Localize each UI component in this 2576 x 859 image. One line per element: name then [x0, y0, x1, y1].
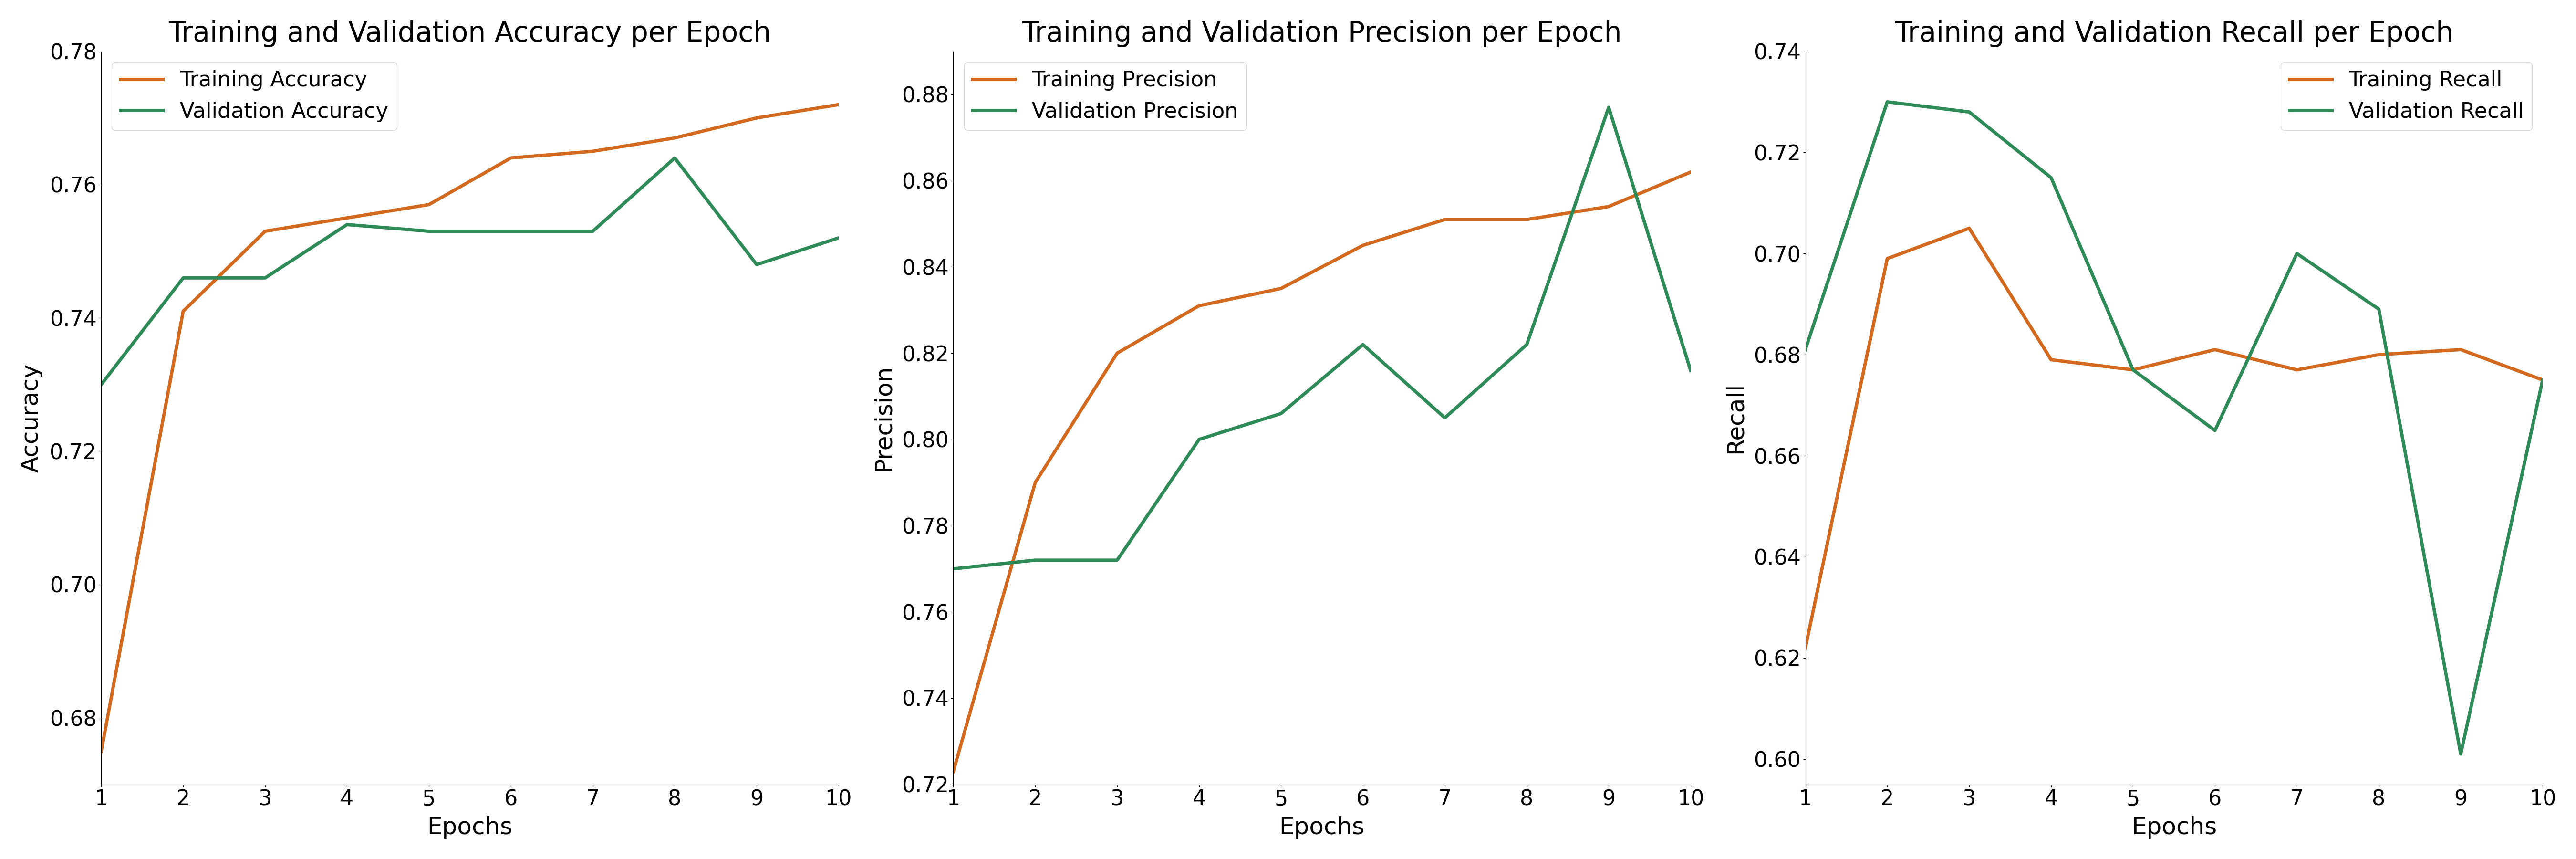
Training Recall — [2362, 350, 2393, 360]
Validation Recall — [2117, 365, 2148, 375]
Validation Precision — [1182, 435, 1213, 445]
Validation Accuracy — [659, 153, 690, 163]
Training Accuracy — [495, 153, 526, 163]
Training Recall — [2445, 344, 2476, 355]
Validation Precision — [1674, 365, 1705, 375]
Validation Accuracy — [332, 219, 363, 229]
Training Recall — [2200, 344, 2231, 355]
X-axis label: Epochs: Epochs — [428, 816, 513, 839]
Line: Training Precision: Training Precision — [953, 172, 1690, 771]
Validation Accuracy — [577, 226, 608, 236]
Training Accuracy — [167, 306, 198, 316]
Line: Training Accuracy: Training Accuracy — [100, 105, 840, 751]
Validation Precision — [1347, 339, 1378, 350]
Training Precision — [1512, 215, 1543, 225]
Validation Accuracy — [250, 273, 281, 283]
Legend: Training Recall, Validation Recall: Training Recall, Validation Recall — [2280, 62, 2532, 131]
Training Precision — [1430, 215, 1461, 225]
Validation Precision — [1020, 555, 1051, 565]
Validation Recall — [1790, 344, 1821, 355]
Validation Accuracy — [415, 226, 446, 236]
Training Recall — [1953, 223, 1984, 234]
Training Precision — [1592, 201, 1623, 211]
Validation Recall — [2362, 304, 2393, 314]
Title: Training and Validation Recall per Epoch: Training and Validation Recall per Epoch — [1893, 20, 2452, 47]
Training Accuracy — [659, 133, 690, 143]
Validation Accuracy — [742, 259, 773, 270]
Training Recall — [1790, 643, 1821, 653]
Training Accuracy — [250, 226, 281, 236]
Training Recall — [2117, 365, 2148, 375]
Training Recall — [2035, 355, 2066, 365]
Validation Recall — [1953, 107, 1984, 117]
Validation Recall — [2035, 173, 2066, 183]
Training Precision — [1674, 167, 1705, 177]
X-axis label: Epochs: Epochs — [2130, 816, 2218, 839]
Validation Recall — [2282, 248, 2313, 259]
Validation Recall — [2445, 749, 2476, 759]
Line: Validation Recall: Validation Recall — [1806, 102, 2543, 754]
Y-axis label: Recall: Recall — [1723, 382, 1747, 454]
Validation Precision — [1430, 412, 1461, 423]
Training Precision — [938, 766, 969, 777]
Training Recall — [2527, 375, 2558, 385]
Validation Recall — [2527, 375, 2558, 385]
Validation Precision — [938, 564, 969, 574]
Validation Accuracy — [824, 233, 855, 243]
Training Accuracy — [85, 746, 116, 756]
Validation Accuracy — [167, 273, 198, 283]
Training Accuracy — [415, 199, 446, 210]
Training Precision — [1265, 283, 1296, 294]
Training Precision — [1020, 478, 1051, 488]
Legend: Training Accuracy, Validation Accuracy: Training Accuracy, Validation Accuracy — [111, 62, 397, 131]
Training Recall — [1873, 253, 1904, 264]
Validation Precision — [1103, 555, 1133, 565]
Training Accuracy — [577, 146, 608, 156]
Training Precision — [1182, 301, 1213, 311]
Training Precision — [1103, 348, 1133, 358]
Validation Accuracy — [495, 226, 526, 236]
Training Accuracy — [742, 113, 773, 123]
Training Precision — [1347, 241, 1378, 251]
Validation Recall — [2200, 425, 2231, 436]
Training Accuracy — [824, 100, 855, 110]
Validation Precision — [1512, 339, 1543, 350]
Validation Recall — [1873, 97, 1904, 107]
Training Accuracy — [332, 213, 363, 223]
Line: Training Recall: Training Recall — [1806, 228, 2543, 648]
Line: Validation Accuracy: Validation Accuracy — [100, 158, 840, 385]
Y-axis label: Precision: Precision — [871, 364, 894, 471]
Title: Training and Validation Precision per Epoch: Training and Validation Precision per Ep… — [1023, 20, 1623, 47]
Validation Accuracy — [85, 380, 116, 390]
X-axis label: Epochs: Epochs — [1280, 816, 1365, 839]
Legend: Training Precision, Validation Precision: Training Precision, Validation Precision — [963, 62, 1247, 131]
Validation Precision — [1265, 408, 1296, 418]
Title: Training and Validation Accuracy per Epoch: Training and Validation Accuracy per Epo… — [167, 20, 770, 47]
Line: Validation Precision: Validation Precision — [953, 107, 1690, 569]
Validation Precision — [1592, 102, 1623, 113]
Training Recall — [2282, 365, 2313, 375]
Y-axis label: Accuracy: Accuracy — [21, 363, 44, 472]
